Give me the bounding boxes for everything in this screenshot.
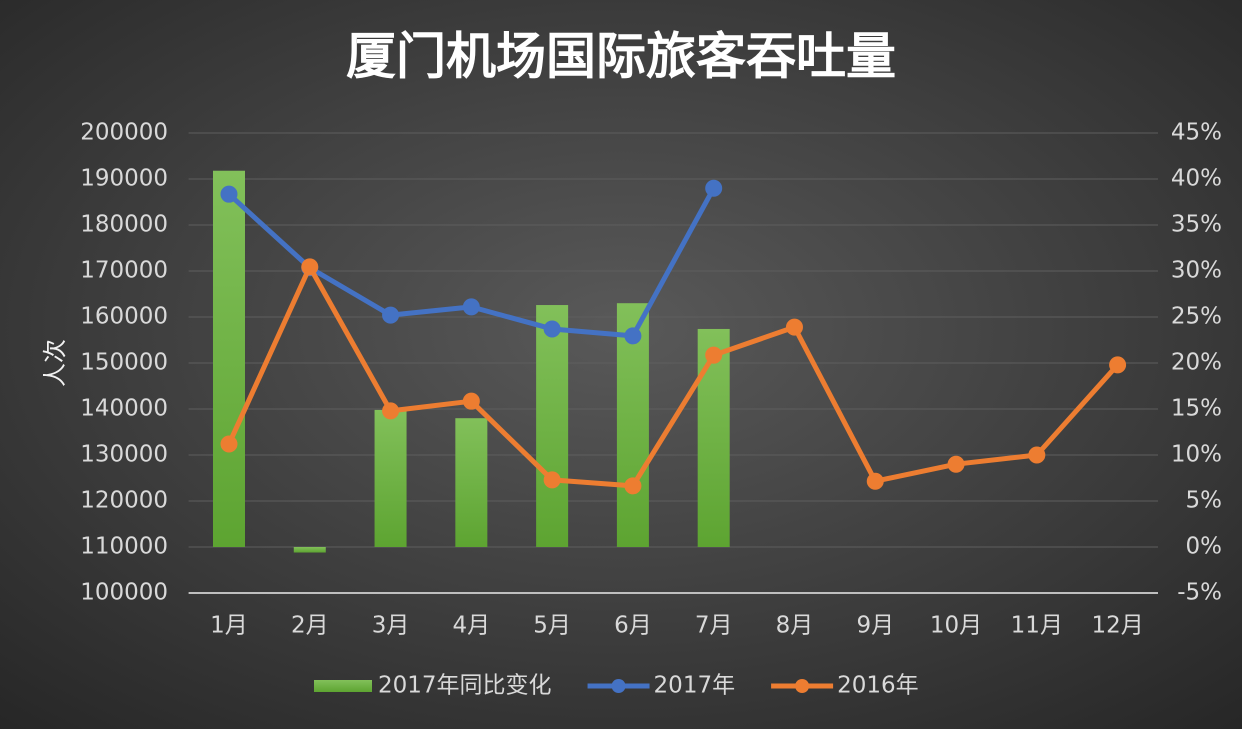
x-tick-label: 7月 — [695, 613, 733, 639]
y-tick-label: 100000 — [80, 580, 168, 606]
point — [220, 185, 238, 203]
bar — [455, 418, 488, 547]
y-tick-label: 190000 — [80, 166, 168, 192]
y2-tick-label: 45% — [1171, 120, 1222, 146]
x-tick-label: 11月 — [1011, 613, 1063, 639]
point — [220, 435, 238, 453]
legend-item: 2016年 — [771, 673, 919, 699]
bar — [374, 409, 407, 547]
y2-tick-label: 40% — [1171, 166, 1222, 192]
point — [624, 477, 642, 495]
bar — [697, 328, 730, 547]
legend-item: 2017年同比变化 — [314, 673, 552, 699]
legend-marker — [795, 679, 810, 693]
y2-tick-label: 0% — [1186, 534, 1223, 560]
point — [462, 298, 480, 316]
legend-marker — [611, 679, 626, 693]
bar — [293, 547, 326, 553]
legend-label: 2016年 — [837, 673, 919, 699]
x-tick-label: 8月 — [776, 613, 814, 639]
point — [705, 179, 723, 197]
point — [624, 327, 642, 345]
point — [866, 472, 884, 490]
point — [785, 318, 803, 336]
y2-tick-label: 5% — [1186, 488, 1223, 514]
point — [947, 455, 965, 473]
y2-tick-label: 10% — [1171, 442, 1222, 468]
bar — [212, 170, 245, 547]
y-tick-label: 160000 — [80, 304, 168, 330]
point — [382, 306, 400, 324]
x-tick-label: 5月 — [533, 613, 571, 639]
y-tick-label: 170000 — [80, 258, 168, 284]
legend-item: 2017年 — [587, 673, 736, 699]
x-tick-label: 9月 — [856, 613, 894, 639]
y-axis-label: 人次 — [41, 339, 69, 387]
point — [1109, 356, 1127, 374]
y-tick-label: 140000 — [80, 396, 168, 422]
line — [226, 264, 1120, 489]
y-tick-label: 150000 — [80, 350, 168, 376]
legend-label: 2017年 — [654, 673, 736, 699]
x-tick-label: 6月 — [614, 613, 652, 639]
y2-tick-label: 35% — [1171, 212, 1222, 238]
point — [301, 258, 319, 276]
y-tick-label: 180000 — [80, 212, 168, 238]
point — [705, 346, 723, 364]
point — [543, 471, 561, 489]
point — [462, 392, 480, 410]
y-tick-label: 110000 — [80, 534, 168, 560]
point — [382, 402, 400, 420]
x-tick-label: 12月 — [1091, 613, 1143, 639]
bar — [536, 305, 569, 547]
chart-title: 厦门机场国际旅客吞吐量 — [346, 28, 896, 86]
y2-tick-label: 25% — [1171, 304, 1222, 330]
y2-tick-label: -5% — [1177, 580, 1222, 606]
point — [543, 320, 561, 338]
x-tick-label: 4月 — [453, 613, 491, 639]
x-tick-label: 10月 — [930, 613, 982, 639]
y2-tick-label: 20% — [1171, 350, 1222, 376]
y-tick-label: 120000 — [80, 488, 168, 514]
y2-tick-label: 15% — [1171, 396, 1222, 422]
point — [1028, 446, 1046, 464]
y-tick-label: 200000 — [80, 120, 168, 146]
legend-swatch — [314, 680, 372, 692]
y-tick-label: 130000 — [80, 442, 168, 468]
x-tick-label: 2月 — [291, 613, 329, 639]
legend-label: 2017年同比变化 — [378, 673, 552, 699]
x-tick-label: 1月 — [210, 613, 248, 639]
x-tick-label: 3月 — [372, 613, 410, 639]
y2-tick-label: 30% — [1171, 258, 1222, 284]
